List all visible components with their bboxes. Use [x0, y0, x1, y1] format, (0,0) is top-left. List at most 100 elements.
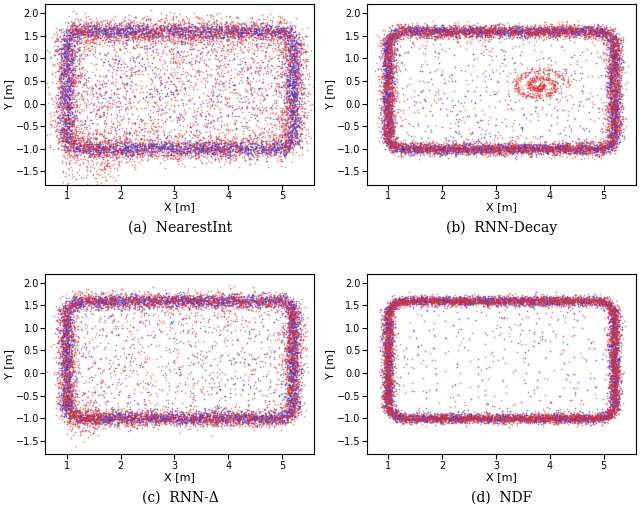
Point: [230, 411, 241, 420]
Point: [398, 300, 408, 308]
Point: [495, 148, 505, 156]
Point: [86, 140, 97, 148]
Point: [196, 23, 206, 31]
Point: [518, 89, 528, 97]
Point: [390, 411, 401, 419]
Point: [611, 46, 621, 54]
Point: [205, 131, 215, 139]
Point: [60, 95, 70, 103]
Point: [165, 298, 175, 306]
Point: [606, 81, 616, 89]
Point: [264, 145, 274, 153]
Point: [88, 389, 99, 397]
Point: [514, 414, 524, 422]
Point: [129, 296, 139, 304]
Point: [91, 66, 101, 74]
Point: [607, 73, 618, 81]
Point: [422, 300, 432, 308]
Point: [149, 53, 159, 61]
Point: [186, 140, 196, 148]
Point: [514, 83, 524, 91]
Point: [188, 22, 198, 30]
Point: [467, 412, 477, 421]
Point: [396, 152, 406, 161]
Point: [573, 414, 583, 422]
Point: [457, 141, 467, 149]
Point: [417, 293, 428, 301]
Point: [468, 290, 479, 298]
Point: [111, 296, 121, 304]
Point: [506, 28, 516, 37]
Point: [383, 374, 393, 382]
Point: [292, 60, 303, 68]
Point: [385, 92, 395, 101]
Point: [614, 82, 625, 90]
Point: [136, 343, 147, 352]
Point: [132, 421, 143, 429]
Point: [472, 411, 483, 420]
Point: [213, 298, 223, 306]
Point: [239, 141, 250, 149]
Point: [611, 126, 621, 135]
Point: [182, 91, 193, 99]
Point: [113, 36, 123, 44]
Point: [570, 298, 580, 306]
Point: [292, 103, 302, 111]
Point: [230, 139, 240, 147]
Point: [556, 145, 566, 153]
Point: [573, 300, 583, 308]
Point: [381, 402, 391, 410]
Point: [129, 142, 140, 150]
Point: [383, 345, 394, 354]
Point: [270, 411, 280, 420]
Point: [212, 19, 222, 27]
Point: [172, 114, 182, 122]
Point: [56, 64, 66, 72]
Point: [57, 333, 67, 341]
Point: [557, 299, 568, 307]
Point: [419, 412, 429, 420]
Point: [454, 292, 465, 300]
Point: [287, 304, 297, 312]
Point: [190, 416, 200, 424]
Point: [539, 83, 549, 91]
Point: [95, 418, 105, 426]
Point: [289, 332, 299, 340]
Point: [280, 401, 291, 409]
Point: [294, 69, 304, 77]
Point: [523, 26, 533, 35]
Point: [381, 72, 392, 80]
Point: [393, 413, 403, 421]
Point: [60, 307, 70, 315]
Point: [130, 414, 140, 422]
Point: [61, 65, 72, 73]
Point: [292, 128, 302, 136]
Point: [248, 296, 259, 304]
Point: [141, 135, 152, 143]
Point: [580, 298, 591, 306]
Point: [124, 34, 134, 42]
Point: [509, 22, 520, 30]
Point: [579, 296, 589, 304]
Point: [410, 387, 420, 395]
Point: [234, 151, 244, 159]
Point: [609, 372, 619, 380]
Point: [386, 61, 396, 70]
Point: [454, 30, 465, 39]
Point: [103, 152, 113, 161]
Point: [287, 103, 297, 111]
Point: [154, 55, 164, 64]
Point: [276, 361, 287, 369]
Point: [227, 142, 237, 150]
Point: [69, 351, 79, 359]
Point: [388, 142, 399, 150]
Point: [127, 423, 137, 431]
Point: [282, 308, 292, 316]
Point: [140, 295, 150, 303]
Point: [443, 414, 453, 422]
Point: [608, 64, 618, 72]
Point: [591, 24, 601, 32]
Point: [170, 292, 180, 300]
Point: [183, 96, 193, 104]
Point: [105, 417, 115, 425]
